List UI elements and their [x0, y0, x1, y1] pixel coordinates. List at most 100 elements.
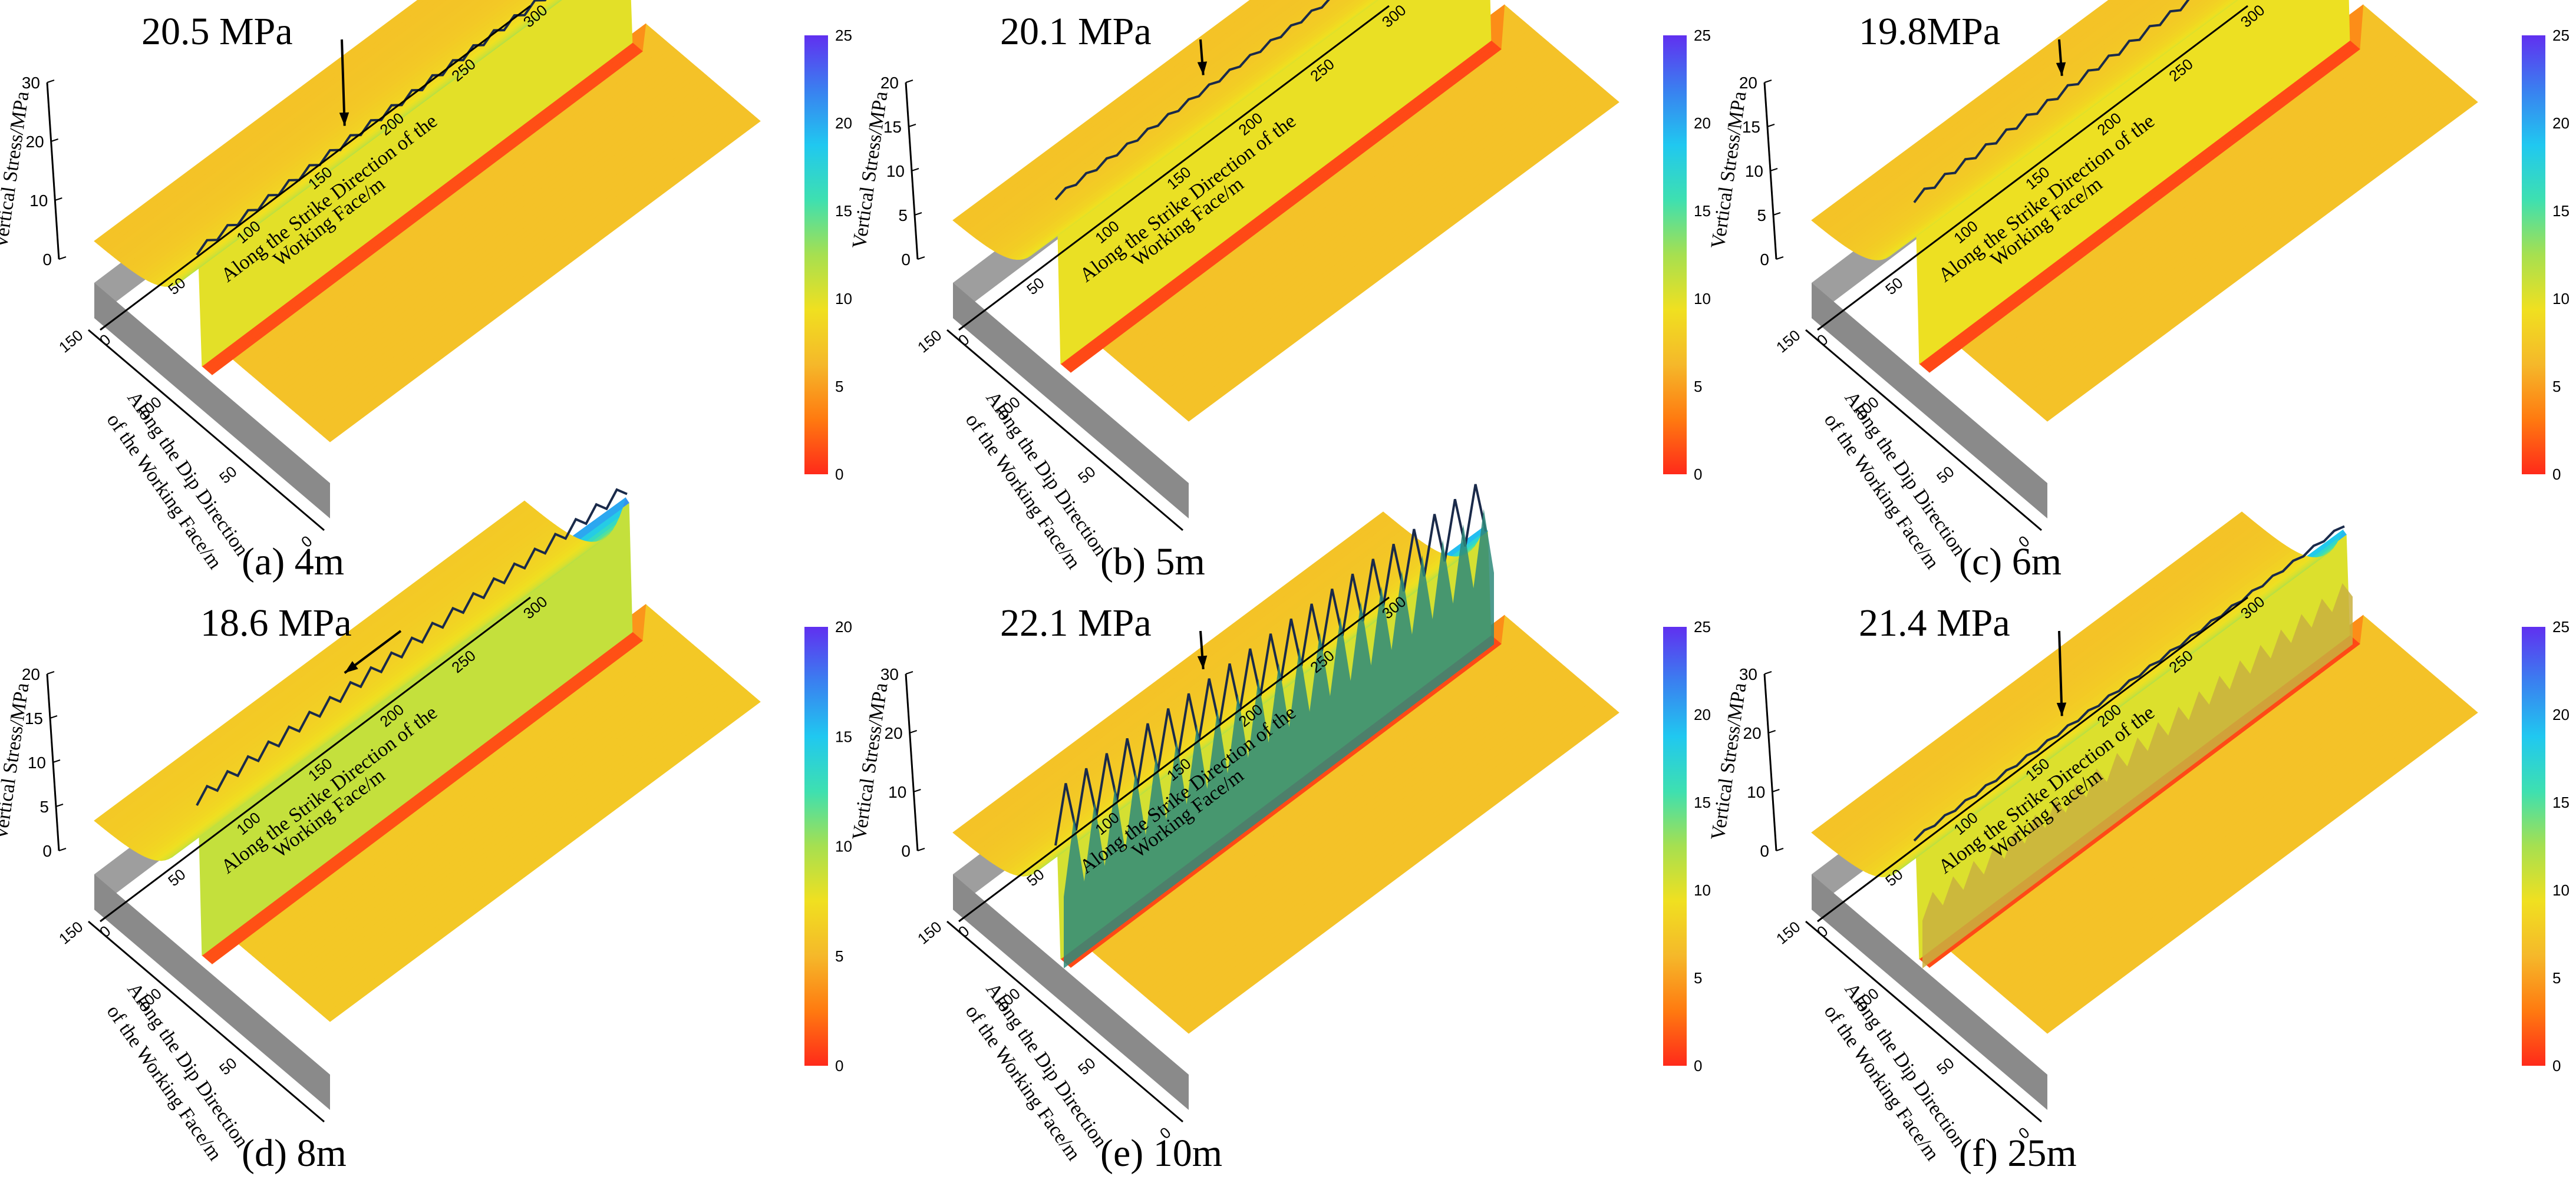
strike-tick-label: 0 [955, 922, 972, 941]
z-tick [58, 256, 67, 260]
surface-strip [167, 0, 558, 288]
z-tick [905, 671, 913, 675]
stress-surface [952, 484, 1620, 1034]
colorbar-tick-label: 20 [1694, 706, 1711, 723]
strike-tick-label: 50 [1023, 274, 1047, 299]
dip-tick-label: 50 [216, 462, 240, 487]
surface-strip [952, 511, 1387, 836]
surface-strip [1009, 0, 1365, 260]
peak-ridge [196, 0, 547, 256]
peak-ridge [1054, 0, 1330, 201]
surface-strip [104, 0, 447, 253]
z-tick-label: 0 [1760, 842, 1769, 860]
dip-axis-line [1805, 329, 2042, 531]
z-tick-label: 15 [883, 118, 902, 136]
colorbar-tick-label: 25 [835, 27, 852, 44]
colorbar-tick-label: 10 [1694, 290, 1711, 308]
peak-arrow [341, 39, 346, 126]
z-tick-label: 0 [42, 250, 52, 269]
strike-tick-label: 0 [1813, 922, 1831, 941]
z-tick [917, 256, 925, 260]
surface-strip [1831, 0, 2158, 240]
z-tick [52, 759, 61, 763]
surface-strip [966, 0, 1286, 234]
surface-strip [1841, 0, 2178, 247]
strike-tick-label: 0 [1813, 331, 1831, 349]
panel-caption: (c) 6m [1959, 540, 2062, 583]
z-tick [909, 730, 917, 733]
colorbar-tick-label: 20 [1694, 114, 1711, 132]
surface-strip [955, 0, 1265, 226]
dip-tick-label: 50 [1933, 462, 1957, 487]
peak-ridge [196, 488, 628, 807]
dip-tick-label: 150 [1773, 918, 1804, 948]
colorbar-tick-label: 20 [2552, 706, 2570, 723]
surface-strip [134, 0, 508, 276]
stress-surface [1811, 0, 2478, 422]
surface-strip [131, 0, 502, 273]
colorbar-tick-label: 5 [1694, 969, 1702, 987]
dip-axis-line [946, 329, 1183, 531]
peak-label: 18.6 MPa [200, 602, 352, 645]
z-tick-label: 15 [1742, 118, 1760, 136]
z-tick [55, 197, 62, 201]
surface-strip [1855, 0, 2203, 255]
colorbar [2522, 35, 2545, 474]
z-axis-line [46, 82, 60, 260]
z-tick [914, 212, 922, 216]
surface-strip [1868, 0, 2224, 260]
surface-strip [114, 0, 468, 261]
z-tick [50, 715, 58, 719]
dip-axis-line [88, 329, 325, 531]
z-tick-label: 30 [1739, 665, 1757, 683]
z-tick [1764, 80, 1772, 83]
surface-strip [1012, 0, 1369, 260]
z-tick [1773, 212, 1781, 216]
surface-strip [1057, 0, 1492, 365]
z-axis-label: Vertical Stress/MPa [849, 90, 892, 250]
surface-strip [151, 0, 537, 285]
surface-strip [1882, 0, 2237, 260]
surface-strip [952, 0, 1258, 224]
colorbar [1663, 627, 1687, 1066]
dip-axis-line [88, 920, 325, 1123]
strike-tick-label: 50 [1882, 274, 1906, 299]
panel-caption: (f) 25m [1959, 1132, 2077, 1175]
z-tick [905, 80, 913, 83]
colorbar-tick-label: 5 [2552, 378, 2561, 395]
z-tick-label: 20 [1739, 74, 1757, 92]
z-tick [1776, 848, 1784, 851]
surface-strip [982, 0, 1320, 247]
colorbar-tick-label: 15 [2552, 202, 2570, 220]
surface-strip [962, 0, 1279, 232]
colorbar-tick-label: 0 [2552, 465, 2561, 483]
z-tick [1768, 730, 1776, 733]
surface-strip [141, 0, 520, 280]
surface-strip [1023, 0, 1377, 259]
z-tick-label: 5 [1757, 206, 1766, 224]
surface-strip [1020, 0, 1376, 260]
peak-arrow-head [2056, 62, 2066, 76]
colorbar-tick-label: 5 [2552, 969, 2561, 987]
colorbar-tick-label: 15 [835, 728, 852, 745]
colorbar-tick-label: 20 [835, 114, 852, 132]
z-tick-label: 10 [29, 191, 48, 210]
block-side-left [94, 874, 330, 1110]
dip-axis-line [1805, 920, 2042, 1123]
surface-strip [97, 0, 433, 247]
colorbar-tick-label: 15 [2552, 794, 2570, 811]
surface-strip [1002, 0, 1355, 258]
surface-strip [1811, 511, 2246, 836]
z-axis-label: Vertical Stress/MPa [1707, 682, 1751, 842]
colorbar-tick-label: 10 [2552, 881, 2570, 899]
peak-label: 20.5 MPa [141, 10, 293, 53]
colorbar-tick-label: 10 [835, 838, 852, 855]
peak-ridge [1913, 0, 2190, 203]
secondary-ridge [1064, 508, 1494, 969]
z-tick [911, 168, 919, 171]
colorbar-tick-label: 25 [1694, 618, 1711, 636]
surface-strip [1828, 0, 2152, 237]
dip-axis-line [946, 920, 1183, 1123]
